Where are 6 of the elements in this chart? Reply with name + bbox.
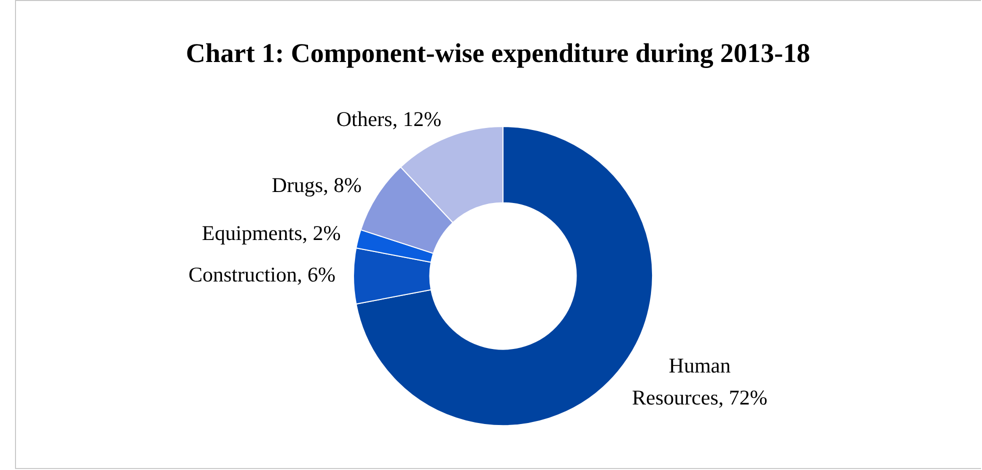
slice-label: Construction, 6% (188, 262, 336, 287)
slice-label: Human Resources, 72% (632, 353, 768, 410)
slice-label: Equipments, 2% (202, 220, 341, 245)
slice-label: Others, 12% (336, 106, 442, 131)
chart-title: Chart 1: Component-wise expenditure during 2013-18 (184, 38, 812, 69)
slice-label: Drugs, 8% (272, 172, 362, 197)
